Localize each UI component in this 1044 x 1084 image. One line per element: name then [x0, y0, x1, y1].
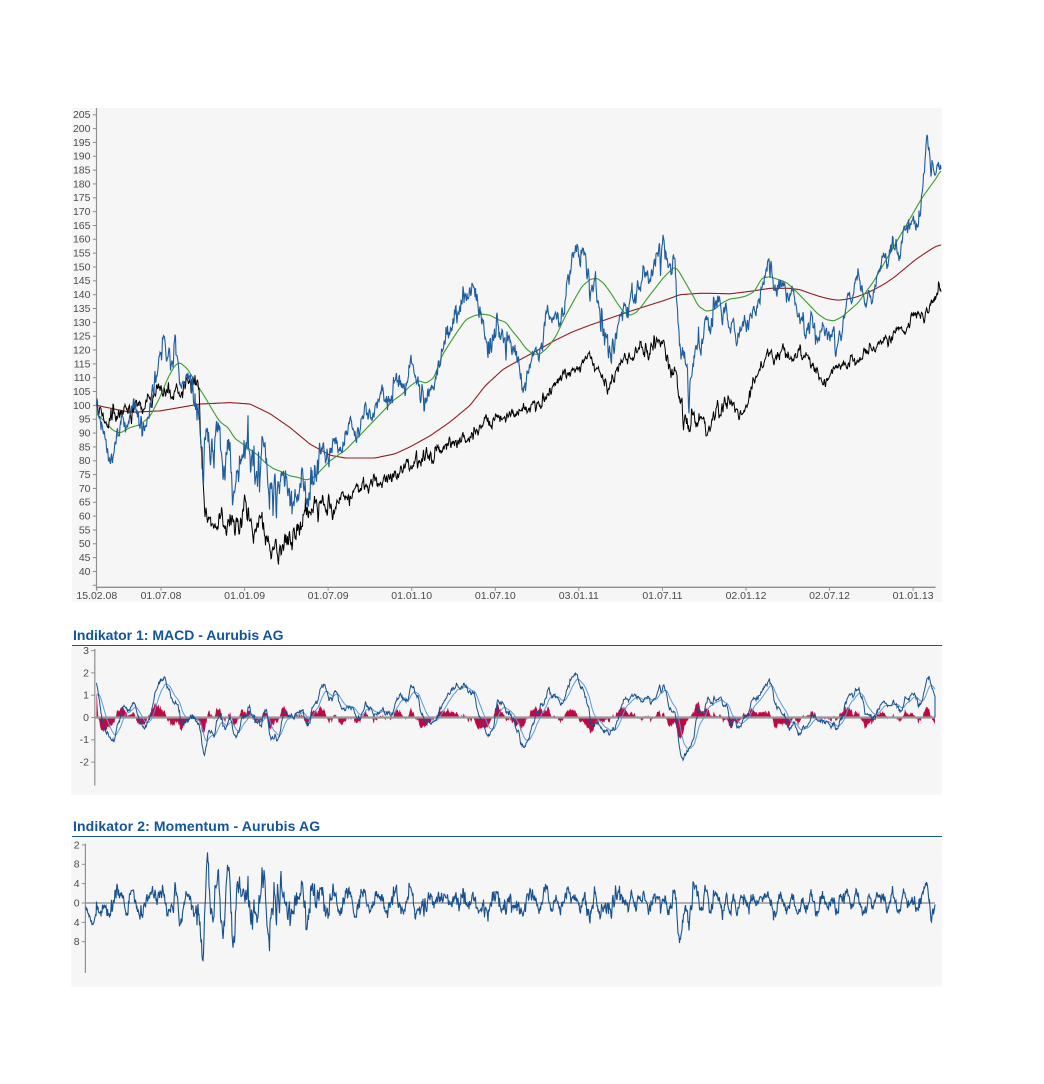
svg-text:01.01.10: 01.01.10 [391, 590, 432, 602]
svg-text:200: 200 [73, 123, 91, 135]
svg-text:-1: -1 [80, 734, 89, 746]
svg-text:180: 180 [73, 178, 91, 190]
svg-text:110: 110 [74, 372, 91, 384]
svg-text:75: 75 [79, 469, 91, 481]
svg-text:01.07.10: 01.07.10 [475, 590, 516, 602]
svg-text:135: 135 [73, 303, 91, 315]
svg-text:175: 175 [73, 192, 91, 204]
svg-text:01.01.13: 01.01.13 [893, 590, 934, 602]
svg-text:0: 0 [74, 897, 80, 909]
svg-text:60: 60 [79, 511, 91, 523]
svg-text:115: 115 [74, 358, 91, 370]
svg-text:2: 2 [74, 839, 80, 851]
svg-text:3: 3 [83, 645, 89, 657]
svg-text:160: 160 [73, 234, 91, 246]
svg-text:90: 90 [79, 428, 91, 440]
svg-text:01.07.09: 01.07.09 [308, 590, 349, 602]
svg-text:195: 195 [73, 137, 91, 149]
svg-text:-2: -2 [80, 757, 89, 769]
svg-text:40: 40 [79, 566, 91, 578]
svg-text:150: 150 [73, 261, 91, 273]
svg-text:45: 45 [79, 552, 91, 564]
svg-text:02.01.12: 02.01.12 [726, 590, 767, 602]
svg-text:155: 155 [73, 248, 91, 260]
svg-text:4: 4 [74, 917, 80, 929]
svg-text:8: 8 [74, 859, 80, 871]
svg-text:01.07.08: 01.07.08 [141, 590, 182, 602]
svg-text:15.02.08: 15.02.08 [76, 590, 117, 602]
svg-text:205: 205 [73, 109, 91, 121]
svg-text:185: 185 [73, 165, 91, 177]
svg-text:130: 130 [73, 317, 91, 329]
svg-text:1: 1 [83, 690, 89, 702]
svg-text:55: 55 [79, 524, 91, 536]
svg-text:0: 0 [83, 712, 89, 724]
svg-text:120: 120 [73, 344, 91, 356]
svg-text:65: 65 [79, 497, 91, 509]
svg-text:01.07.11: 01.07.11 [642, 590, 682, 602]
svg-text:02.07.12: 02.07.12 [809, 590, 850, 602]
svg-text:80: 80 [79, 455, 91, 467]
svg-text:01.01.09: 01.01.09 [224, 590, 265, 602]
svg-text:4: 4 [74, 878, 80, 890]
svg-text:190: 190 [73, 151, 91, 163]
svg-text:95: 95 [79, 414, 91, 426]
svg-text:100: 100 [73, 400, 91, 412]
svg-text:85: 85 [79, 441, 91, 453]
svg-text:03.01.11: 03.01.11 [559, 590, 599, 602]
svg-text:8: 8 [74, 936, 80, 948]
svg-text:145: 145 [73, 275, 91, 287]
svg-text:105: 105 [73, 386, 91, 398]
svg-text:140: 140 [73, 289, 91, 301]
svg-text:165: 165 [73, 220, 91, 232]
svg-text:50: 50 [79, 538, 91, 550]
svg-text:125: 125 [73, 331, 91, 343]
svg-text:170: 170 [73, 206, 91, 218]
svg-text:70: 70 [79, 483, 91, 495]
svg-text:2: 2 [83, 667, 89, 679]
